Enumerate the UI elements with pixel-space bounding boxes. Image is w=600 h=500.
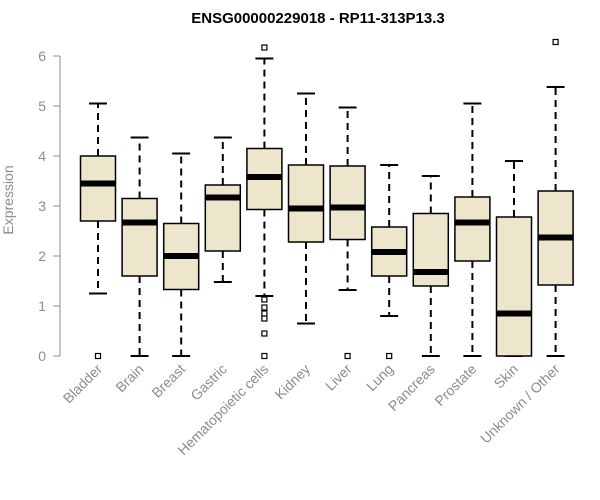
outlier-point — [261, 44, 268, 51]
y-tick-label-3: 3 — [38, 198, 46, 214]
box-liver — [329, 106, 366, 360]
box-unknown-other — [537, 38, 574, 357]
iqr-box — [329, 165, 366, 241]
box-series — [79, 38, 574, 360]
outlier-point — [261, 310, 268, 317]
box-prostate — [454, 102, 491, 357]
outlier-point — [344, 352, 351, 360]
y-tick-label-1: 1 — [38, 298, 46, 314]
outlier-point — [261, 330, 268, 337]
x-label-liver: Liver — [322, 361, 355, 394]
y-tick-label-4: 4 — [38, 148, 46, 164]
box-kidney — [287, 92, 325, 325]
box-lung — [370, 164, 408, 360]
y-tick-label-6: 6 — [38, 48, 46, 64]
y-axis-label: Expression — [0, 165, 16, 234]
outlier-point — [552, 38, 559, 46]
x-label-bladder: Bladder — [60, 361, 106, 407]
x-label-skin: Skin — [491, 361, 522, 392]
box-brain — [121, 136, 158, 357]
outlier-point — [386, 352, 393, 360]
x-label-kidney: Kidney — [272, 361, 314, 403]
iqr-box — [495, 216, 533, 357]
iqr-box — [412, 212, 450, 287]
outlier-point — [261, 352, 268, 360]
outlier-point — [261, 304, 268, 311]
y-tick-label-5: 5 — [38, 98, 46, 114]
iqr-box — [287, 164, 325, 243]
box-breast — [162, 152, 200, 357]
iqr-box — [79, 155, 117, 222]
x-label-lung: Lung — [363, 361, 396, 394]
iqr-box — [454, 196, 491, 262]
x-label-unknown-other: Unknown / Other — [477, 361, 563, 447]
outlier-point — [261, 296, 268, 303]
outlier-point — [94, 352, 102, 360]
y-tick-label-0: 0 — [38, 348, 46, 364]
y-axis: 0 1 2 3 4 5 6 — [38, 48, 61, 364]
iqr-box — [121, 197, 158, 277]
x-label-prostate: Prostate — [431, 361, 479, 409]
outlier-point — [261, 315, 268, 322]
box-hematopoietic-cells — [246, 44, 283, 360]
box-pancreas — [412, 175, 450, 357]
box-bladder — [79, 102, 117, 360]
x-label-brain: Brain — [112, 361, 146, 395]
box-gastric — [204, 136, 242, 283]
box-skin — [495, 160, 533, 357]
y-tick-label-2: 2 — [38, 248, 46, 264]
chart-title: ENSG00000229018 - RP11-313P13.3 — [191, 10, 445, 27]
x-label-breast: Breast — [148, 361, 188, 401]
